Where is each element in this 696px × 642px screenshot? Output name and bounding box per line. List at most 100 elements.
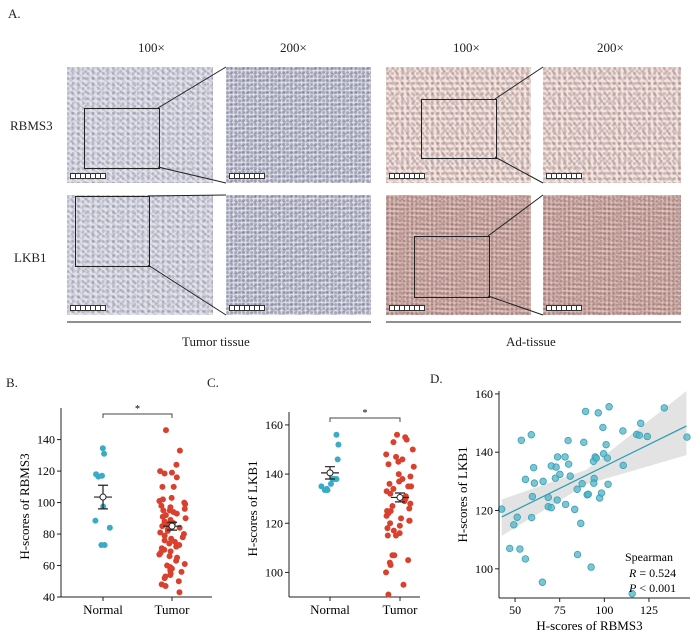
data-point <box>604 480 612 488</box>
magnification-label: 200× <box>280 40 307 55</box>
scale-bar <box>389 173 425 179</box>
annotation-p: P < 0.001 <box>628 581 676 595</box>
data-point <box>521 555 530 563</box>
x-tick-label: 100 <box>595 603 613 617</box>
data-point <box>384 525 391 532</box>
data-point <box>529 463 538 472</box>
data-point <box>643 432 652 441</box>
mean-marker <box>396 493 404 501</box>
data-point <box>406 505 413 512</box>
data-point <box>552 463 560 471</box>
regression-line <box>501 425 687 518</box>
data-point <box>527 431 536 439</box>
data-point <box>597 489 606 497</box>
data-point <box>383 512 390 519</box>
histology-tumor-rbms3-100x <box>67 67 213 183</box>
p-symbol: P <box>628 581 637 595</box>
data-point <box>99 445 106 452</box>
data-point <box>386 480 393 487</box>
data-point <box>580 438 588 447</box>
data-point <box>405 557 412 564</box>
data-point <box>175 578 182 585</box>
data-point <box>395 458 402 465</box>
data-point <box>166 540 173 547</box>
data-point <box>527 513 536 522</box>
y-tick-label: 100 <box>475 562 493 576</box>
data-point <box>106 524 113 531</box>
data-point <box>530 479 539 487</box>
data-point <box>159 513 166 520</box>
data-point <box>327 480 334 487</box>
data-point <box>564 436 572 445</box>
data-point <box>101 450 108 457</box>
data-point <box>159 523 166 530</box>
data-point <box>619 427 627 435</box>
magnification-label: 100× <box>138 40 165 55</box>
scale-bar <box>546 305 582 311</box>
data-point <box>637 419 645 428</box>
data-point <box>333 431 340 438</box>
data-point <box>92 517 99 524</box>
data-point <box>387 490 394 497</box>
data-point <box>170 483 177 490</box>
data-point <box>409 446 416 453</box>
data-point <box>635 431 644 440</box>
zoom-connectors <box>67 66 681 323</box>
data-point <box>387 562 394 569</box>
data-point <box>167 548 174 555</box>
data-point <box>389 503 396 510</box>
data-point <box>176 589 183 596</box>
y-tick-label: 60 <box>43 559 55 573</box>
y-tick-label: 120 <box>265 516 283 530</box>
data-point <box>577 519 585 528</box>
scale-bar <box>229 173 265 179</box>
zoom-region-box <box>421 99 497 159</box>
data-point <box>179 534 186 541</box>
x-tick-label: 125 <box>640 603 658 617</box>
data-point <box>391 552 398 559</box>
data-point <box>521 475 530 484</box>
data-point <box>182 501 189 508</box>
data-point <box>98 472 105 479</box>
data-point <box>392 532 399 539</box>
zoom-region-box <box>75 196 150 267</box>
data-point <box>660 404 668 412</box>
data-point <box>407 500 414 507</box>
data-point <box>406 517 413 524</box>
data-point <box>556 470 564 479</box>
data-point <box>573 550 582 559</box>
y-axis-label: H-scores of RBMS3 <box>17 453 32 559</box>
data-point <box>528 492 537 501</box>
data-point <box>173 461 180 468</box>
annotation-method: Spearman <box>625 550 673 564</box>
row-label-rbms3: RBMS3 <box>10 118 53 133</box>
data-point <box>592 454 600 462</box>
data-point <box>401 498 408 505</box>
data-point <box>161 575 168 582</box>
data-point <box>603 454 612 462</box>
mean-marker <box>326 469 334 477</box>
y-tick-label: 160 <box>475 387 493 401</box>
data-point <box>408 483 415 490</box>
data-point <box>510 521 518 529</box>
mean-marker <box>168 522 176 530</box>
histology-tumor-lkb1-100x <box>67 195 213 315</box>
group-label-tumor: Tumor tissue <box>182 334 250 349</box>
data-point <box>178 568 185 575</box>
data-point <box>400 581 407 588</box>
data-point <box>683 433 691 441</box>
histology-tumor-rbms3-200x <box>226 67 371 183</box>
scale-bar <box>70 305 106 311</box>
histology-tumor-lkb1-200x <box>226 195 371 315</box>
y-tick-label: 120 <box>37 464 55 478</box>
data-point <box>590 479 598 487</box>
data-point <box>570 505 579 514</box>
data-point <box>393 453 400 460</box>
significance-marker: * <box>363 408 368 419</box>
histology-ad-lkb1-100x <box>386 195 531 315</box>
scale-bar <box>70 173 106 179</box>
r-value: = 0.524 <box>636 566 676 580</box>
x-tick-label: 50 <box>509 603 521 617</box>
data-point <box>619 461 627 470</box>
data-point <box>517 436 526 444</box>
